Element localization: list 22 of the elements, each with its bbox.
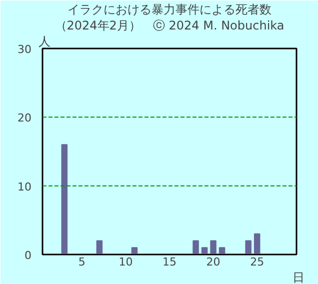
bar bbox=[210, 240, 216, 254]
x-tick-label: 15 bbox=[162, 256, 176, 268]
y-tick-label: 30 bbox=[18, 43, 32, 56]
y-tick-label: 10 bbox=[18, 180, 32, 194]
bar bbox=[201, 247, 208, 254]
chart-subtitle: （2024年2月） ⓒ 2024 M. Nobuchika bbox=[54, 18, 284, 32]
x-tick-label: 10 bbox=[118, 256, 133, 268]
x-axis-title: 日 bbox=[292, 270, 304, 284]
bar bbox=[96, 240, 103, 254]
y-tick-label: 0 bbox=[24, 249, 32, 262]
x-tick-label: 5 bbox=[78, 256, 86, 268]
bar bbox=[254, 233, 260, 254]
y-axis-title: 人 bbox=[38, 34, 50, 48]
x-tick-label: 25 bbox=[250, 256, 264, 268]
bar bbox=[218, 247, 226, 254]
y-tick-label: 20 bbox=[18, 112, 32, 125]
chart-title: イラクにおける暴力事件による死者数 bbox=[68, 2, 272, 16]
bar bbox=[192, 240, 199, 254]
x-tick-label: 20 bbox=[206, 256, 220, 268]
bar bbox=[61, 144, 68, 254]
bar bbox=[245, 240, 252, 254]
bar bbox=[131, 247, 138, 254]
